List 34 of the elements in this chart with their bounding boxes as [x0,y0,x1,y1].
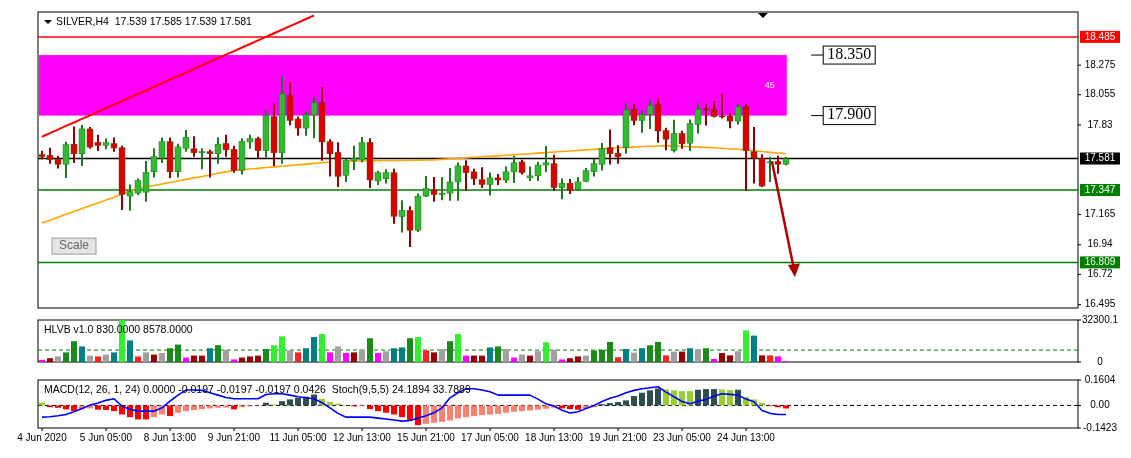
ref-line-label: 17.347 [1084,183,1116,195]
y-tick-label: 32300.1 [1081,313,1119,325]
x-tick-label: 9 Jun 21:00 [207,432,261,443]
band-label: 45 [764,79,775,90]
annotation: 17.900 [827,105,872,123]
x-tick-label: 11 Jun 05:00 [269,432,327,443]
x-tick-label: 5 Jun 05:00 [79,432,133,443]
y-tick-label: 16.495 [1084,298,1116,310]
annotation: Scale [58,238,90,253]
y-tick-label: 0.00 [1090,399,1111,411]
chart-title: SILVER,H4 17.539 17.585 17.539 17.581 [56,15,253,27]
x-tick-label: 15 Jun 21:00 [397,432,456,443]
y-tick-label: 16.72 [1087,268,1113,279]
y-tick-label: -0.1423 [1083,421,1118,433]
x-tick-label: 12 Jun 13:00 [333,432,392,443]
y-tick-label: 17.165 [1084,208,1116,220]
x-tick-label: 18 Jun 13:00 [525,432,584,443]
x-tick-label: 8 Jun 13:00 [143,432,197,443]
x-tick-label: 19 Jun 21:00 [589,432,648,443]
ref-line-label: 18.485 [1084,30,1116,42]
y-tick-label: 17.83 [1087,118,1113,130]
x-tick-label: 23 Jun 05:00 [653,432,712,443]
scale-button: Scale [51,237,97,255]
annotation: 18.350 [827,44,872,62]
y-tick-label: 16.94 [1087,238,1113,250]
y-tick-label: 18.275 [1084,58,1116,70]
x-tick-label: 24 Jun 13:00 [717,432,776,443]
x-tick-label: 4 Jun 2020 [17,432,68,443]
x-tick-label: 17 Jun 05:00 [461,432,520,443]
ref-line-label: 16.809 [1084,256,1116,268]
ref-line-label: 17.581 [1084,152,1116,164]
y-tick-label: 0.1604 [1084,373,1116,385]
y-tick-label: 18.055 [1084,88,1116,100]
y-tick-label: 0 [1097,355,1104,367]
